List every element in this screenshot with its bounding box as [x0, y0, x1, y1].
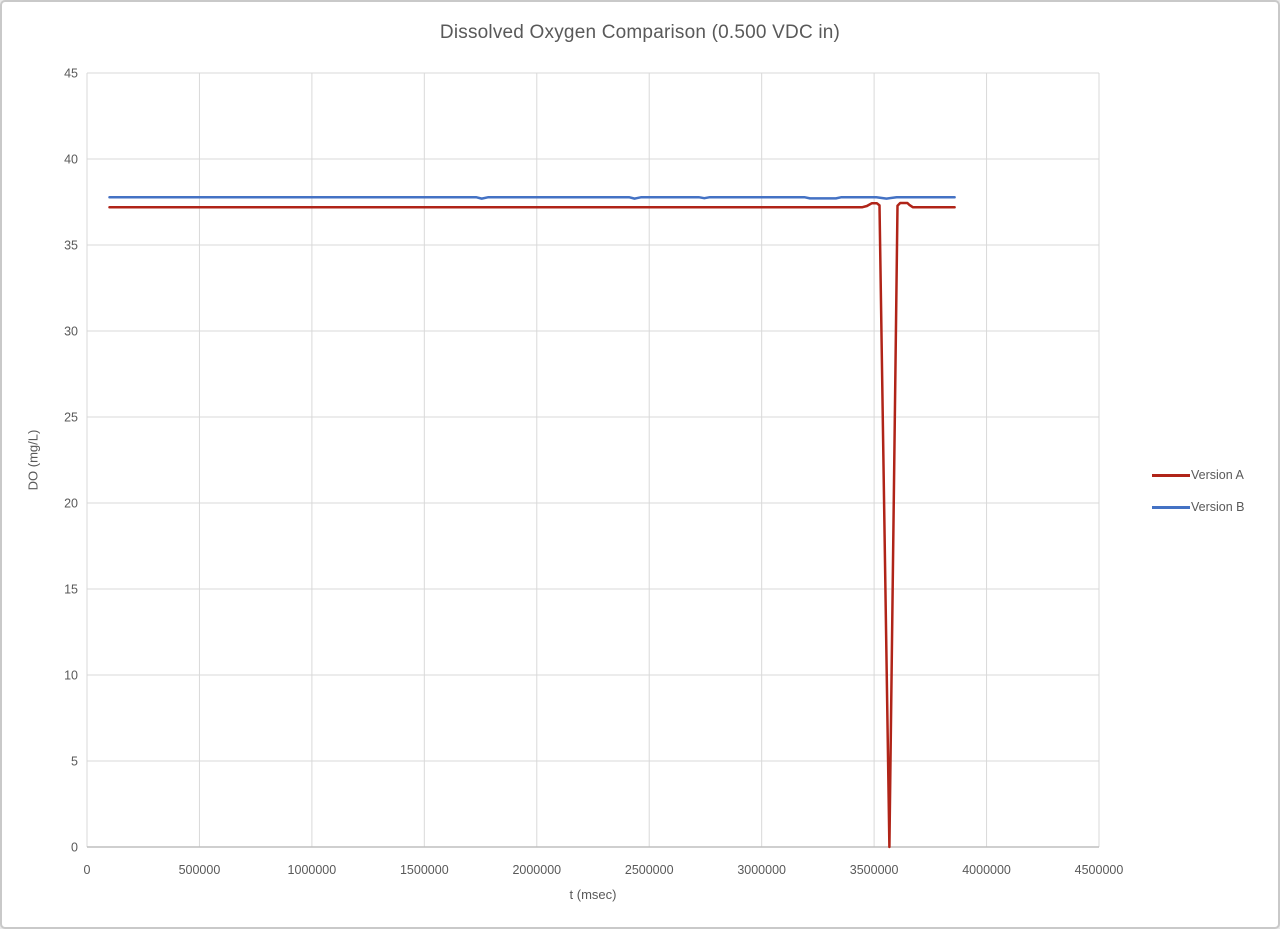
chart-legend: Version A Version B	[1152, 463, 1245, 527]
y-tick-label: 20	[64, 497, 78, 511]
x-tick-label: 3500000	[850, 863, 899, 877]
x-tick-label: 2500000	[625, 863, 674, 877]
x-tick-label: 2000000	[512, 863, 561, 877]
y-tick-label: 35	[64, 239, 78, 253]
y-tick-label: 15	[64, 583, 78, 597]
legend-label: Version B	[1191, 500, 1245, 514]
y-tick-label: 25	[64, 411, 78, 425]
series-line-version-b	[108, 195, 956, 200]
y-tick-label: 30	[64, 325, 78, 339]
x-tick-label: 1500000	[400, 863, 449, 877]
legend-item-version-a: Version A	[1152, 463, 1245, 487]
x-axis-title: t (msec)	[569, 887, 617, 902]
x-tick-label: 1000000	[288, 863, 337, 877]
chart-title: Dissolved Oxygen Comparison (0.500 VDC i…	[439, 22, 841, 43]
y-tick-label: 5	[71, 755, 78, 769]
x-tick-label: 500000	[179, 863, 221, 877]
x-tick-label: 3000000	[737, 863, 786, 877]
x-tick-label: 0	[84, 863, 91, 877]
y-tick-label: 40	[64, 153, 78, 167]
legend-line-swatch-version-b	[1152, 505, 1190, 509]
legend-label: Version A	[1191, 468, 1244, 482]
y-tick-label: 0	[71, 841, 78, 855]
y-tick-label: 45	[64, 67, 78, 81]
x-tick-label: 4500000	[1075, 863, 1124, 877]
legend-line-swatch-version-a	[1152, 473, 1190, 477]
y-axis-title: DO (mg/L)	[25, 429, 41, 491]
y-tick-label: 10	[64, 669, 78, 683]
series-line-version-a	[108, 201, 956, 849]
x-tick-label: 4000000	[962, 863, 1011, 877]
legend-item-version-b: Version B	[1152, 495, 1245, 519]
